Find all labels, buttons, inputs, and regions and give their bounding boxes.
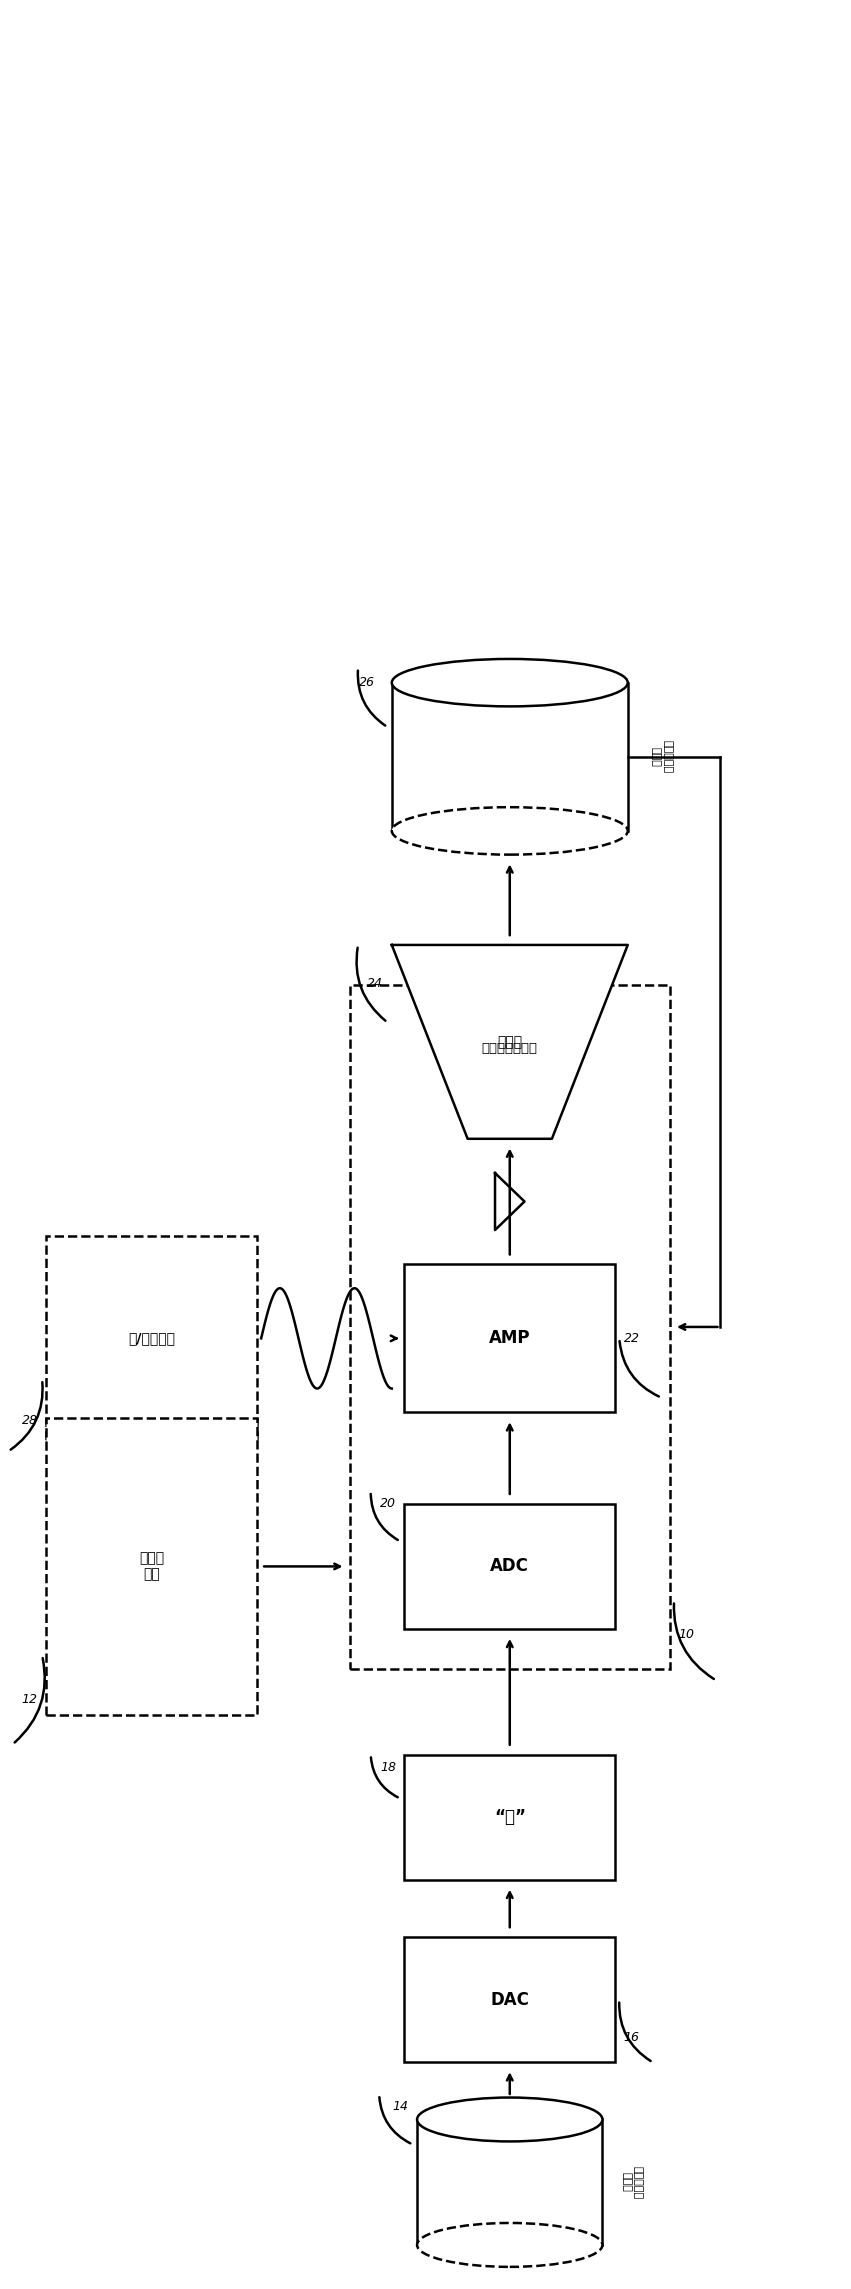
Text: DAC: DAC <box>490 1991 529 2010</box>
Text: 24: 24 <box>368 977 383 991</box>
Text: 16: 16 <box>624 2030 640 2044</box>
Bar <box>350 984 670 1669</box>
Bar <box>404 1504 615 1630</box>
Text: 10: 10 <box>678 1627 694 1641</box>
Bar <box>417 2120 603 2246</box>
Ellipse shape <box>391 659 628 707</box>
Text: 26: 26 <box>359 675 375 689</box>
Text: 消噪器设备处理: 消噪器设备处理 <box>482 1041 538 1055</box>
Text: 20: 20 <box>380 1497 396 1511</box>
Bar <box>46 1236 257 1442</box>
Ellipse shape <box>417 2097 603 2143</box>
Text: 22: 22 <box>624 1332 640 1346</box>
Text: 扬声器: 扬声器 <box>497 1035 523 1048</box>
Bar <box>404 1936 615 2062</box>
Text: AMP: AMP <box>489 1330 530 1348</box>
Text: 反馈麦克风
传感器: 反馈麦克风 传感器 <box>651 739 672 774</box>
Text: ADC: ADC <box>490 1557 529 1575</box>
Bar <box>391 682 628 831</box>
Text: 12: 12 <box>22 1694 38 1705</box>
Ellipse shape <box>417 2223 603 2266</box>
Polygon shape <box>391 945 628 1140</box>
Text: 14: 14 <box>392 2101 408 2113</box>
Text: 白/粉红噪声: 白/粉红噪声 <box>129 1332 175 1346</box>
Text: 输入麦克风
传感器: 输入麦克风 传感器 <box>621 2165 643 2200</box>
Text: 应用预
处理: 应用预 处理 <box>139 1552 164 1582</box>
Bar <box>46 1419 257 1714</box>
Ellipse shape <box>391 808 628 854</box>
Bar <box>404 1756 615 1879</box>
Text: 18: 18 <box>380 1760 396 1774</box>
Bar <box>404 1264 615 1412</box>
Text: 28: 28 <box>22 1415 38 1426</box>
Text: “门”: “门” <box>494 1808 526 1827</box>
